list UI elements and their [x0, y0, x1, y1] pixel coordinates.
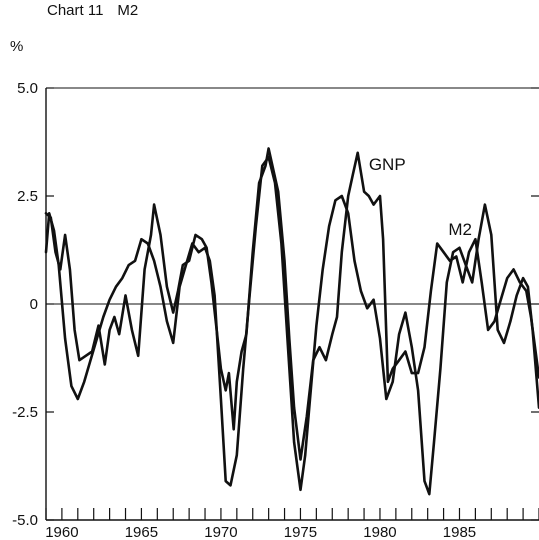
x-tick-label: 1975 — [284, 524, 317, 540]
y-tick-label: 5.0 — [17, 80, 38, 97]
series-label-gnp: GNP — [369, 155, 406, 174]
y-axis-unit: % — [10, 38, 24, 55]
y-tick-label: 0 — [30, 296, 38, 313]
y-tick-label: 2.5 — [17, 188, 38, 205]
series-line-m2 — [44, 155, 539, 496]
x-tick-label: 1980 — [363, 524, 396, 540]
chart-subtitle: M2 — [117, 2, 139, 19]
y-tick-label: -2.5 — [12, 404, 38, 421]
x-tick-label: 1960 — [45, 524, 78, 540]
series-line-gnp — [44, 147, 539, 461]
series-label-m2: M2 — [448, 220, 472, 239]
y-tick-label: -5.0 — [12, 512, 38, 529]
x-tick-label: 1965 — [125, 524, 158, 540]
x-tick-label: 1970 — [204, 524, 237, 540]
chart-title: Chart 11 M2 — [47, 2, 152, 19]
x-tick-label: 1985 — [443, 524, 476, 540]
chart-number: Chart 11 — [47, 2, 104, 19]
